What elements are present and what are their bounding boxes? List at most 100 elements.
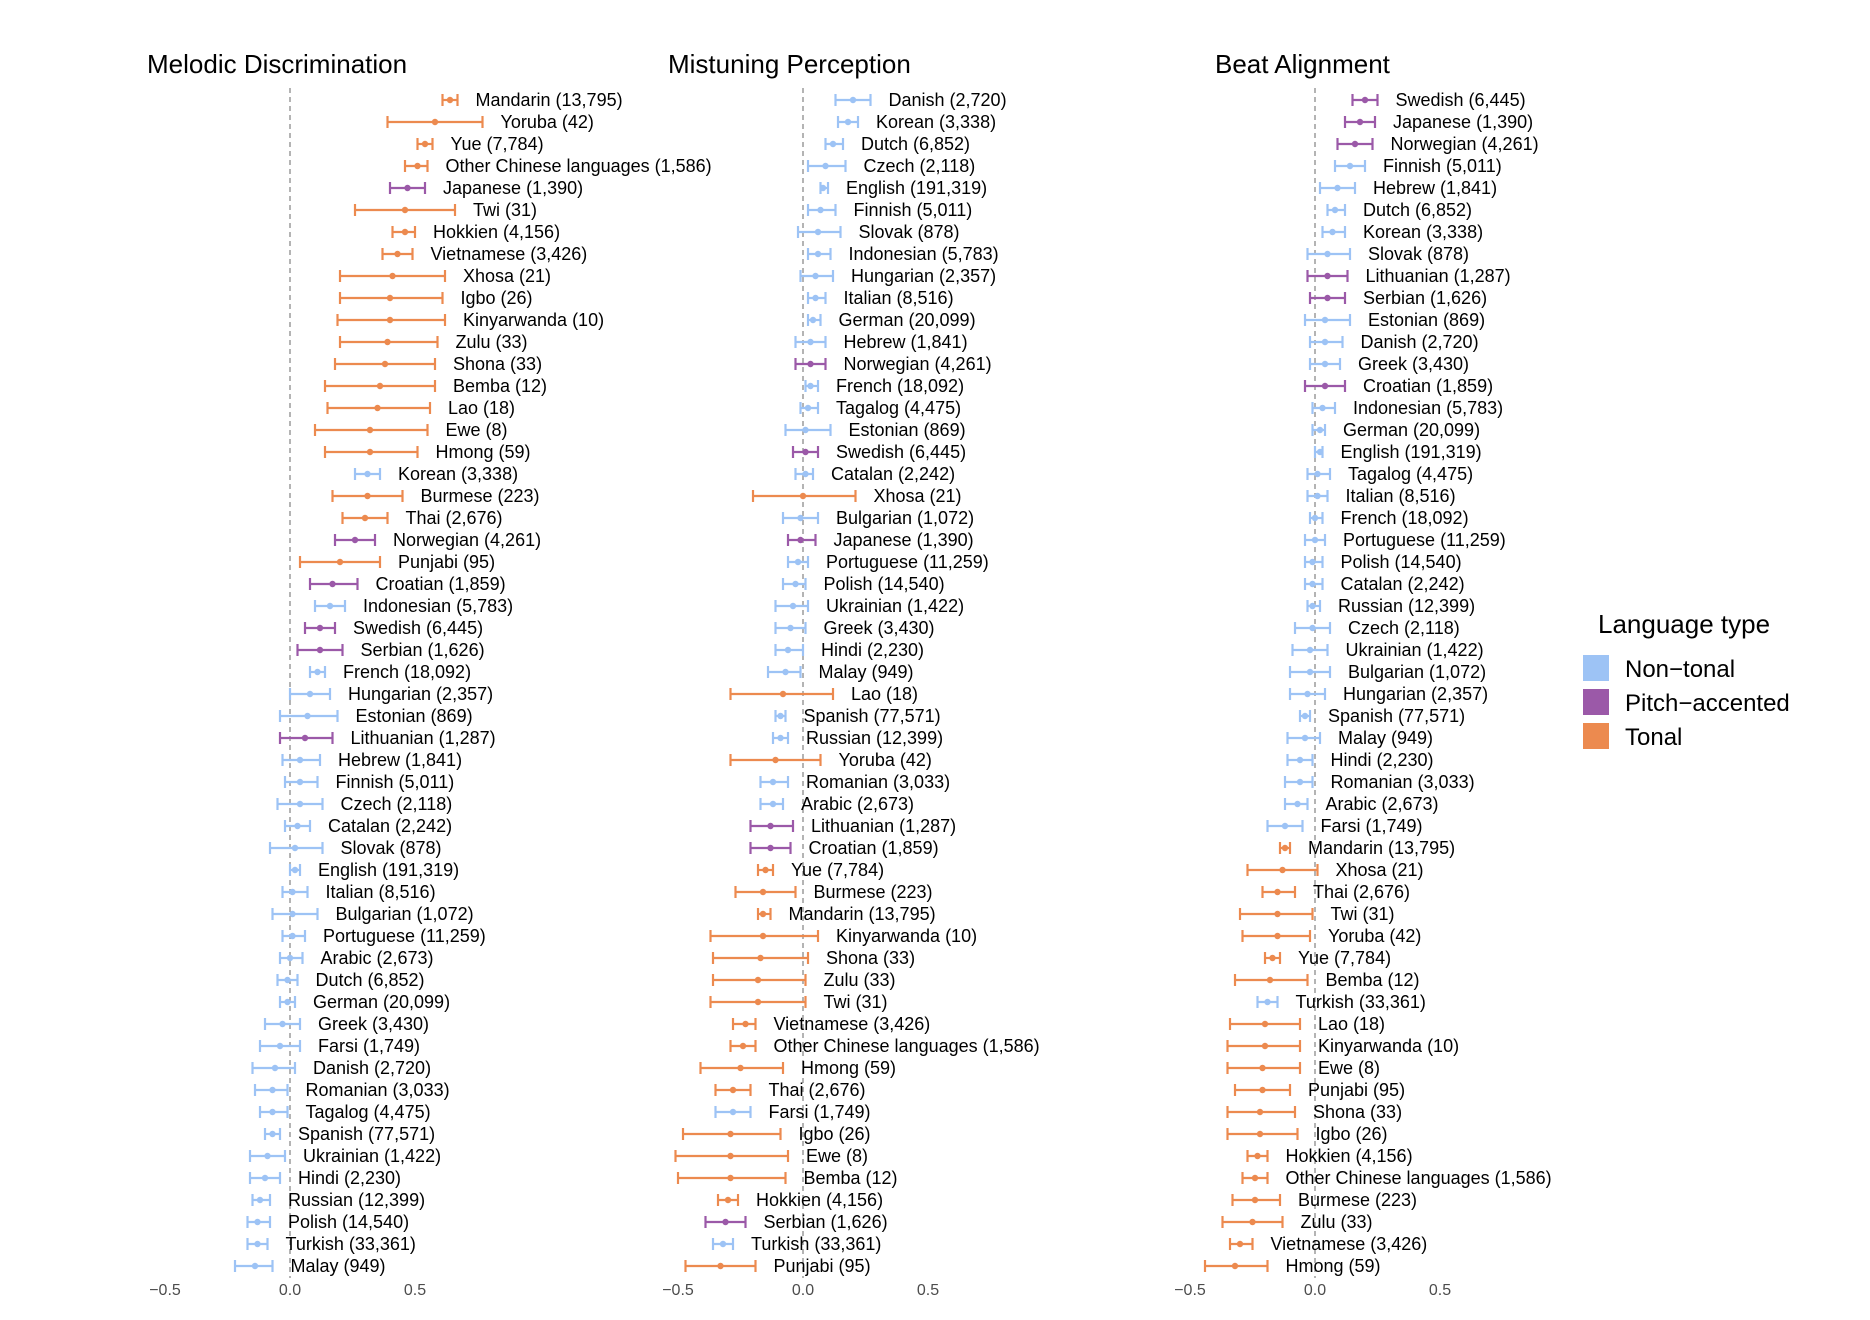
row-label: Turkish (33,361) [1296,992,1426,1012]
forest-row: Yue (7,784) [756,860,884,880]
row-label: Zulu (33) [824,970,896,990]
point-estimate [269,1086,276,1094]
row-label: Shona (33) [826,948,915,968]
point-estimate [296,800,304,808]
row-label: Polish (14,540) [288,1212,409,1232]
row-label: Russian (12,399) [288,1190,425,1210]
row-label: Korean (3,338) [1363,222,1483,242]
forest-row: Ewe (8) [1226,1058,1380,1078]
row-label: Hokkien (4,156) [756,1190,883,1210]
point-estimate [364,470,371,478]
row-label: Portuguese (11,259) [1343,530,1506,550]
row-label: Lithuanian (1,287) [1366,266,1511,286]
row-label: Shona (33) [453,354,542,374]
row-label: Yue (7,784) [451,134,544,154]
forest-row: Slovak (878) [796,222,960,242]
forest-row: Hebrew (1,841) [281,750,462,770]
forest-row: Yoruba (42) [1241,926,1421,946]
row-label: Turkish (33,361) [751,1234,881,1254]
row-label: Bulgarian (1,072) [836,508,974,528]
point-estimate [802,426,809,434]
forest-row: Hokkien (4,156) [716,1190,883,1210]
row-label: Vietnamese (3,426) [774,1014,931,1034]
point-estimate [264,1152,271,1160]
point-estimate [759,932,767,940]
point-estimate [286,954,294,962]
point-estimate [797,514,804,522]
point-estimate [401,228,409,236]
panel-melodic-discrimination: Melodic Discrimination Mandarin (13,795)… [147,49,712,1299]
forest-row: Tagalog (4,475) [258,1102,431,1122]
point-estimate [724,1196,732,1204]
point-estimate [1254,1152,1261,1160]
point-estimate [767,844,774,852]
row-label: Czech (2,118) [864,156,976,176]
forest-row: Norwegian (4,261) [1336,134,1539,154]
x-tick-label: −0.5 [1174,1282,1206,1299]
forest-row: Tagalog (4,475) [799,398,961,418]
point-estimate [279,1020,286,1028]
point-estimate [1316,426,1324,434]
forest-row: Indonesian (5,783) [313,596,513,616]
point-estimate [1261,1042,1269,1050]
row-label: Spanish (77,571) [1328,706,1465,726]
point-estimate [777,712,784,720]
point-estimate [389,272,396,280]
forest-row: Hmong (59) [699,1058,896,1078]
point-estimate [804,404,812,412]
point-estimate [802,470,809,478]
point-estimate [799,492,807,500]
forest-row: Serbian (1,626) [296,640,485,660]
point-estimate [336,558,344,566]
point-estimate [304,712,311,720]
forest-row: Indonesian (5,783) [806,244,999,264]
point-estimate [1309,558,1316,566]
forest-row: Greek (3,430) [774,618,935,638]
row-label: Malay (949) [1338,728,1433,748]
forest-row: Hindi (2,230) [774,640,924,660]
point-estimate [1274,910,1281,918]
forest-row: Shona (33) [711,948,915,968]
row-label: Russian (12,399) [806,728,943,748]
point-estimate [446,96,454,104]
forest-row: Croatian (1,859) [308,574,506,594]
point-estimate [1296,756,1304,764]
panel-title: Beat Alignment [1215,49,1391,79]
point-estimate [1306,668,1314,676]
point-estimate [1321,316,1329,324]
forest-row: Greek (3,430) [263,1014,429,1034]
point-estimate [361,514,369,522]
point-estimate [737,1064,744,1072]
point-estimate [1274,888,1281,896]
forest-row: Farsi (1,749) [714,1102,871,1122]
forest-row: Portuguese (11,259) [1303,530,1506,550]
forest-row: Arabic (2,673) [759,794,914,814]
point-estimate [301,734,309,742]
point-estimate [251,1262,259,1270]
point-estimate [1311,514,1319,522]
row-label: Dutch (6,852) [1363,200,1472,220]
row-label: Romanian (3,033) [306,1080,450,1100]
forest-row: Zulu (33) [711,970,896,990]
forest-row: English (191,319) [819,178,987,198]
forest-row: Mandarin (13,795) [756,904,936,924]
forest-row: Ukrainian (1,422) [774,596,964,616]
point-estimate [819,184,827,192]
row-label: Zulu (33) [456,332,528,352]
point-estimate [1266,976,1274,984]
forest-row: Mandarin (13,795) [1278,838,1455,858]
point-estimate [326,602,334,610]
forest-row: Swedish (6,445) [791,442,966,462]
point-estimate [366,448,374,456]
row-label: Swedish (6,445) [836,442,966,462]
point-estimate [276,1042,284,1050]
row-label: Bulgarian (1,072) [1348,662,1486,682]
forest-row: Twi (31) [353,200,537,220]
row-label: Tagalog (4,475) [836,398,961,418]
point-estimate [809,316,817,324]
row-label: Mandarin (13,795) [789,904,936,924]
row-label: Danish (2,720) [889,90,1007,110]
row-label: Zulu (33) [1301,1212,1373,1232]
row-label: Japanese (1,390) [1393,112,1533,132]
point-estimate [256,1196,264,1204]
